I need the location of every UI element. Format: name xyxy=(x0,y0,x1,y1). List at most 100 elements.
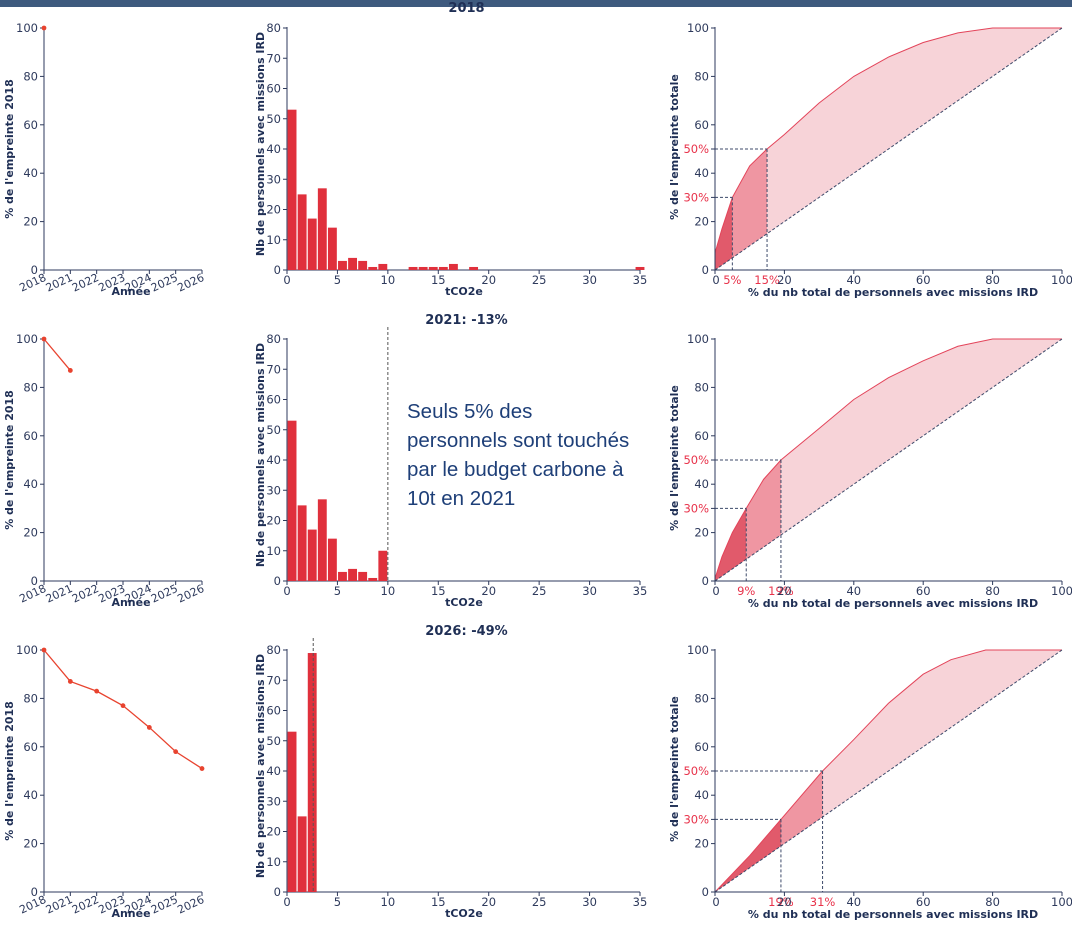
bar xyxy=(307,653,317,892)
area-x-tick-label: 100 xyxy=(1051,895,1072,909)
bar-x-axis-label: tCO2e xyxy=(445,907,483,920)
bar-x-tick-label: 10 xyxy=(381,273,396,287)
bar-x-tick-label: 30 xyxy=(582,584,597,598)
line-y-tick-label: 40 xyxy=(23,166,38,180)
chart-line-1: 0204060801002018202120222023202420252026… xyxy=(3,332,206,609)
bar xyxy=(307,529,317,581)
annotation-line: personnels sont touchés xyxy=(407,429,630,452)
line-y-tick-label: 60 xyxy=(23,429,38,443)
bar-x-tick-label: 20 xyxy=(481,273,496,287)
line-point xyxy=(41,25,47,31)
area-y-tick-label: 80 xyxy=(694,691,709,705)
lorenz-highlight xyxy=(746,460,781,560)
line-x-tick-label: 2026 xyxy=(175,893,206,917)
bar-x-tick-label: 25 xyxy=(532,273,547,287)
area-y-axis-label: % de l'empreinte totale xyxy=(668,696,681,842)
area-x-tick-label: 0 xyxy=(712,584,719,598)
bar xyxy=(287,109,297,270)
equality-diagonal xyxy=(714,649,1063,893)
area-x-tick-label: 20 xyxy=(777,895,792,909)
area-x-tick-label: 40 xyxy=(846,584,861,598)
bar xyxy=(297,194,307,270)
bar xyxy=(368,577,378,581)
lorenz-highlight xyxy=(732,149,768,258)
area-y-tick-label: 0 xyxy=(702,263,709,277)
bar xyxy=(469,266,479,270)
bar-y-tick-label: 60 xyxy=(266,82,281,96)
bar-x-tick-label: 20 xyxy=(481,584,496,598)
bar xyxy=(635,266,645,270)
line-y-tick-label: 20 xyxy=(23,526,38,540)
top-border xyxy=(0,0,1072,7)
annotation-line: 10t en 2021 xyxy=(407,487,516,510)
bar-y-tick-label: 10 xyxy=(266,544,281,558)
area-x-tick-label: 0 xyxy=(712,273,719,287)
bar-x-tick-label: 35 xyxy=(633,895,648,909)
area-x-tick-label: 40 xyxy=(846,273,861,287)
chart-area-1: 9% 19% 0 20 30% 40 50% 60 80 100 0 20 40 60 80 100 % de … xyxy=(668,332,1072,610)
equality-diagonal xyxy=(714,338,1063,582)
bar-y-tick-label: 50 xyxy=(266,423,281,437)
area-y-tick-label: 60 xyxy=(694,118,709,132)
bar-y-tick-label: 30 xyxy=(266,483,281,497)
bar-x-tick-label: 15 xyxy=(431,273,446,287)
line-x-tick-label: 2026 xyxy=(175,271,206,295)
bar-x-tick-label: 20 xyxy=(481,895,496,909)
bar-x-tick-label: 5 xyxy=(334,273,341,287)
bar-y-tick-label: 0 xyxy=(274,263,281,277)
bar-x-tick-label: 15 xyxy=(431,895,446,909)
line-y-tick-label: 0 xyxy=(31,885,38,899)
bar xyxy=(287,420,297,581)
area-y-tick-label: 50% xyxy=(683,764,709,778)
bar-y-tick-label: 80 xyxy=(266,21,281,35)
marker-x-label: 19% xyxy=(768,895,794,909)
bar xyxy=(348,257,357,270)
line-point xyxy=(41,647,47,653)
area-y-tick-label: 20 xyxy=(694,837,709,851)
area-x-tick-label: 20 xyxy=(777,273,792,287)
area-y-tick-label: 100 xyxy=(687,332,709,346)
lorenz-curve xyxy=(714,649,1062,893)
area-y-tick-label: 60 xyxy=(694,740,709,754)
line-y-tick-label: 0 xyxy=(31,574,38,588)
area-y-tick-label: 30% xyxy=(683,190,709,204)
bar-x-tick-label: 0 xyxy=(283,273,290,287)
area-x-axis-label: % du nb total de personnels avec mission… xyxy=(748,286,1038,299)
marker-x-label: 31% xyxy=(810,895,836,909)
bar-x-tick-label: 25 xyxy=(532,895,547,909)
lorenz-highlight xyxy=(780,771,823,847)
area-y-tick-label: 100 xyxy=(687,21,709,35)
chart-bar-1: 0 10 20 30 40 50 60 70 80 0 5 10 15 20 25 30 35 2021: -13… xyxy=(254,313,647,609)
line-y-tick-label: 100 xyxy=(16,643,38,657)
bar-y-tick-label: 70 xyxy=(266,673,281,687)
bar-y-tick-label: 50 xyxy=(266,112,281,126)
line-y-tick-label: 80 xyxy=(23,691,38,705)
bar xyxy=(317,499,327,581)
line-point xyxy=(199,766,205,771)
bar xyxy=(317,188,327,270)
bar xyxy=(287,731,297,892)
bar-x-tick-label: 35 xyxy=(633,584,648,598)
area-x-tick-label: 20 xyxy=(777,584,792,598)
bar-title: 2026: -49% xyxy=(425,624,507,639)
bar-y-tick-label: 30 xyxy=(266,172,281,186)
chart-bar-2: 0 10 20 30 40 50 60 70 80 0 5 10 15 20 25 30 35 2026: -49… xyxy=(254,624,647,920)
bar xyxy=(408,266,418,270)
area-y-tick-label: 50% xyxy=(683,142,709,156)
bar xyxy=(378,263,388,270)
area-x-axis-label: % du nb total de personnels avec mission… xyxy=(748,597,1038,610)
bar xyxy=(327,227,337,270)
bar xyxy=(338,571,347,581)
line-x-axis-label: Année xyxy=(111,285,150,298)
line-y-tick-label: 0 xyxy=(31,263,38,277)
area-y-tick-label: 100 xyxy=(687,643,709,657)
area-y-tick-label: 30% xyxy=(683,501,709,515)
line-y-tick-label: 80 xyxy=(23,380,38,394)
bar-y-tick-label: 40 xyxy=(266,453,281,467)
bar xyxy=(438,266,448,270)
annotation-line: par le budget carbone à xyxy=(407,458,624,481)
area-x-tick-label: 60 xyxy=(916,584,931,598)
area-y-tick-label: 40 xyxy=(694,166,709,180)
bar xyxy=(418,266,428,270)
